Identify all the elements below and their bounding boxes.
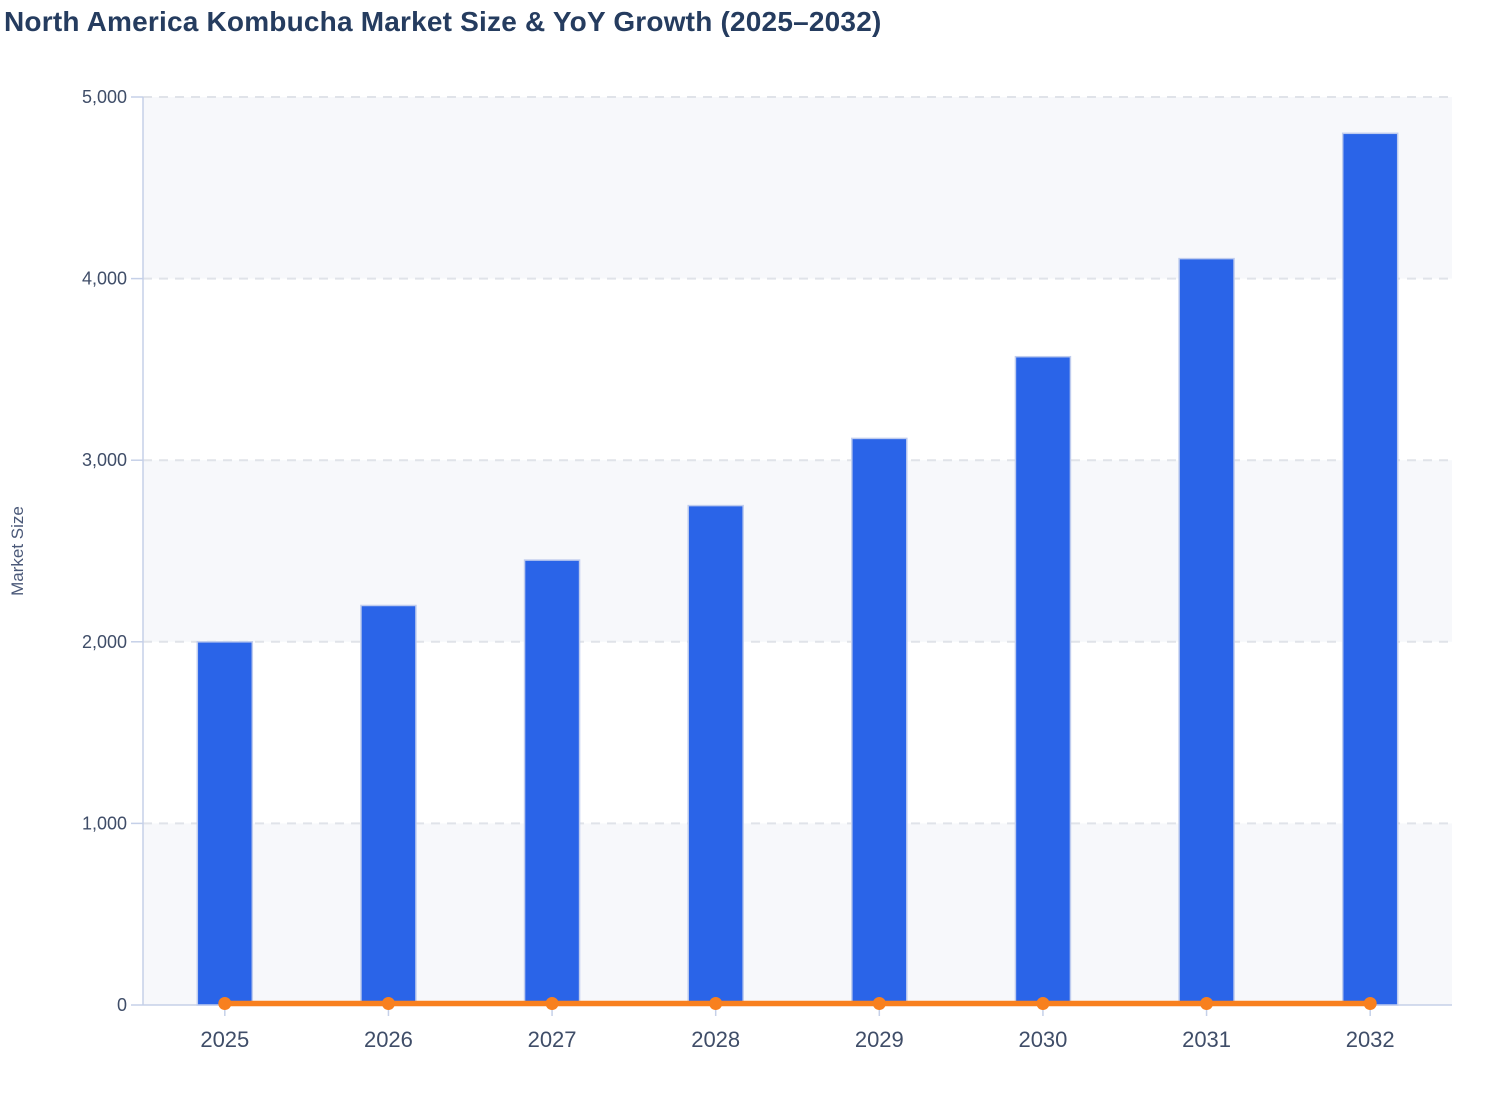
y-tick-label: 1,000 — [82, 813, 127, 833]
yoy-growth-marker-2028 — [709, 997, 723, 1010]
bar-2031 — [1178, 257, 1235, 1006]
plot-band — [143, 460, 1452, 642]
x-tick-label: 2032 — [1346, 1027, 1395, 1052]
yoy-growth-marker-2031 — [1200, 997, 1214, 1010]
yoy-growth-marker-2025 — [218, 997, 232, 1010]
y-tick-label: 0 — [117, 995, 127, 1015]
yoy-growth-marker-2032 — [1363, 997, 1377, 1010]
bar-2025 — [196, 641, 254, 1006]
x-tick-label: 2025 — [200, 1027, 249, 1052]
y-tick-label: 3,000 — [82, 450, 127, 470]
yoy-growth-marker-2029 — [872, 997, 886, 1010]
yoy-growth-marker-2030 — [1036, 997, 1050, 1010]
y-tick-label: 4,000 — [82, 269, 127, 289]
bar-2026 — [360, 604, 417, 1006]
x-tick-label: 2026 — [364, 1027, 413, 1052]
bar-2032 — [1341, 132, 1399, 1006]
bar-2030 — [1014, 355, 1072, 1006]
plot-band — [143, 823, 1452, 1005]
bar-2028 — [687, 504, 744, 1006]
x-tick-label: 2029 — [855, 1027, 904, 1052]
x-tick-label: 2030 — [1018, 1027, 1067, 1052]
plot-band — [143, 97, 1452, 279]
x-tick-label: 2028 — [691, 1027, 740, 1052]
x-tick-label: 2031 — [1182, 1027, 1231, 1052]
yoy-growth-marker-2026 — [381, 997, 395, 1010]
x-tick-label: 2027 — [528, 1027, 577, 1052]
yoy-growth-marker-2027 — [545, 997, 559, 1010]
y-tick-label: 2,000 — [82, 632, 127, 652]
bar-2029 — [851, 437, 908, 1006]
y-tick-label: 5,000 — [82, 87, 127, 107]
bar-2027 — [523, 559, 581, 1006]
chart-title: North America Kombucha Market Size & YoY… — [4, 6, 882, 37]
